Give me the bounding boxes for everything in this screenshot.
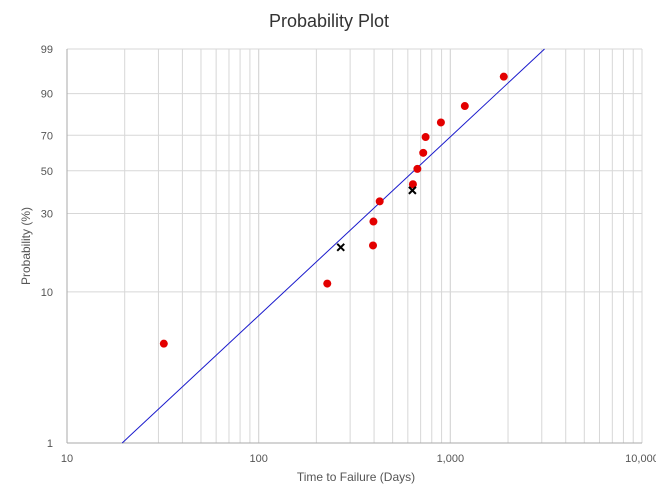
y-tick-label: 1 [47, 438, 53, 450]
tick-labels: 10 100 1,000 10,000 1 10 30 50 70 90 99 [41, 44, 656, 465]
failure-point [413, 164, 422, 173]
failure-point [460, 102, 469, 111]
x-tick-label: 100 [249, 453, 267, 465]
y-tick-label: 50 [41, 166, 53, 178]
y-axis-label: Probability (%) [19, 207, 33, 285]
fit-line-layer [121, 48, 545, 444]
failure-point [323, 279, 332, 288]
y-tick-label: 90 [41, 89, 53, 101]
suspended-point [336, 243, 345, 252]
failure-point [159, 339, 168, 348]
failure-point [369, 241, 378, 250]
failure-point [369, 217, 378, 226]
axes [66, 49, 642, 444]
data-points [159, 72, 508, 348]
y-tick-label: 10 [41, 287, 53, 299]
suspended-point [408, 186, 417, 195]
fit-line [121, 48, 545, 444]
failure-point [419, 148, 428, 157]
x-tick-label: 1,000 [437, 453, 465, 465]
failure-point [408, 180, 417, 189]
x-tick-label: 10 [61, 453, 73, 465]
x-axis-label: Time to Failure (Days) [297, 470, 415, 484]
failure-point [436, 118, 445, 127]
y-tick-label: 30 [41, 208, 53, 220]
failure-point [499, 72, 508, 81]
chart-title: Probability Plot [269, 11, 389, 31]
failure-point [421, 133, 430, 142]
y-tick-label: 99 [41, 44, 53, 56]
y-tick-label: 70 [41, 130, 53, 142]
grid [66, 48, 643, 444]
x-tick-label: 10,000 [625, 453, 656, 465]
failure-point [375, 197, 384, 206]
